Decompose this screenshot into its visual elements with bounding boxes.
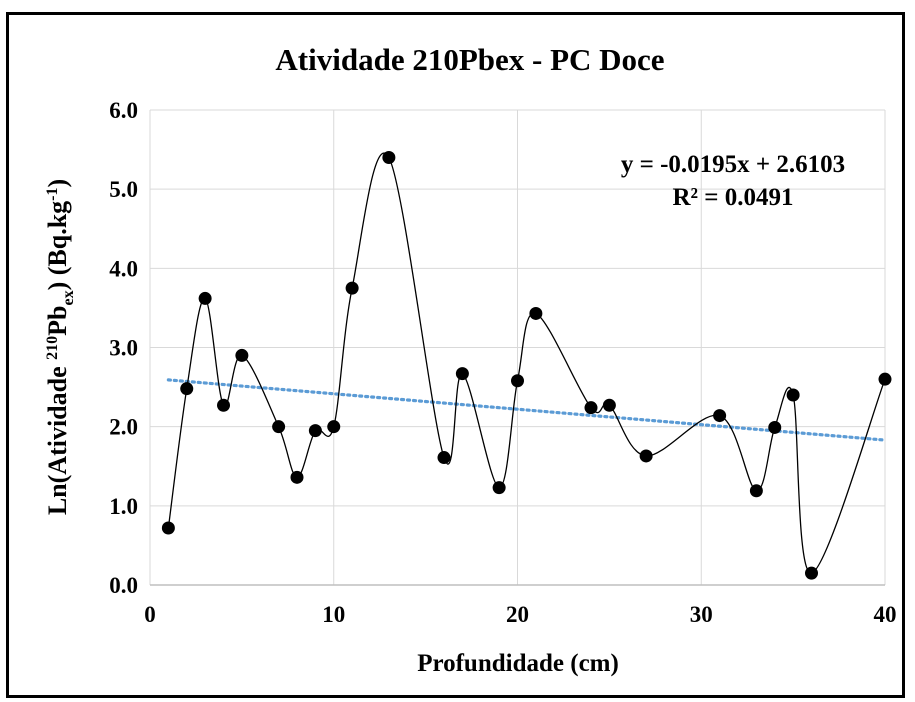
y-tick-label: 4.0 <box>109 256 138 281</box>
data-point <box>713 409 727 423</box>
x-tick-label: 10 <box>322 602 345 627</box>
data-point <box>511 374 524 388</box>
data-point <box>805 566 818 580</box>
chart-frame <box>6 12 905 698</box>
trend-equation: y = -0.0195x + 2.6103 <box>621 151 845 178</box>
data-point <box>749 484 763 498</box>
y-tick-label: 2.0 <box>109 415 138 440</box>
data-point <box>492 481 506 495</box>
data-point <box>272 420 286 434</box>
data-point <box>180 382 194 396</box>
data-point <box>786 388 800 402</box>
data-point <box>198 291 212 305</box>
data-points <box>161 151 892 580</box>
chart-title: Atividade 210Pbex - PC Doce <box>275 42 664 77</box>
x-tick-label: 30 <box>690 602 713 627</box>
x-tick-label: 40 <box>874 602 897 627</box>
data-point <box>639 449 653 463</box>
data-point <box>529 306 543 320</box>
series-line <box>167 152 886 574</box>
y-tick-label: 1.0 <box>109 494 138 519</box>
data-point <box>602 398 616 412</box>
data-point <box>345 281 359 295</box>
tick-labels: 0.0 1.0 2.0 3.0 4.0 5.0 6.0 0 10 20 30 40 <box>109 98 896 627</box>
y-tick-label: 0.0 <box>109 573 138 598</box>
data-point <box>217 398 230 412</box>
y-tick-label: 3.0 <box>109 336 138 361</box>
data-point <box>878 372 892 386</box>
data-point <box>161 521 175 535</box>
x-axis-label: Profundidade (cm) <box>417 650 619 677</box>
x-tick-label: 0 <box>144 602 156 627</box>
data-point <box>308 424 322 438</box>
x-tick-label: 20 <box>506 602 529 627</box>
y-tick-label: 6.0 <box>109 98 138 123</box>
y-tick-label: 5.0 <box>109 177 138 202</box>
series-curve <box>167 152 886 574</box>
trendline-path <box>166 378 887 442</box>
data-point <box>235 348 249 362</box>
data-point <box>327 420 341 434</box>
grid <box>149 109 886 586</box>
trend-r2: R² = 0.0491 <box>672 184 793 211</box>
data-point <box>382 151 396 164</box>
data-point <box>584 401 598 415</box>
data-point <box>455 367 469 381</box>
trendline <box>166 378 887 442</box>
data-point <box>768 420 782 434</box>
y-axis-label: Ln(Atividade 210Pbex) (Bq.kg-1) <box>43 179 77 515</box>
data-point <box>290 470 304 484</box>
data-point <box>437 451 451 465</box>
